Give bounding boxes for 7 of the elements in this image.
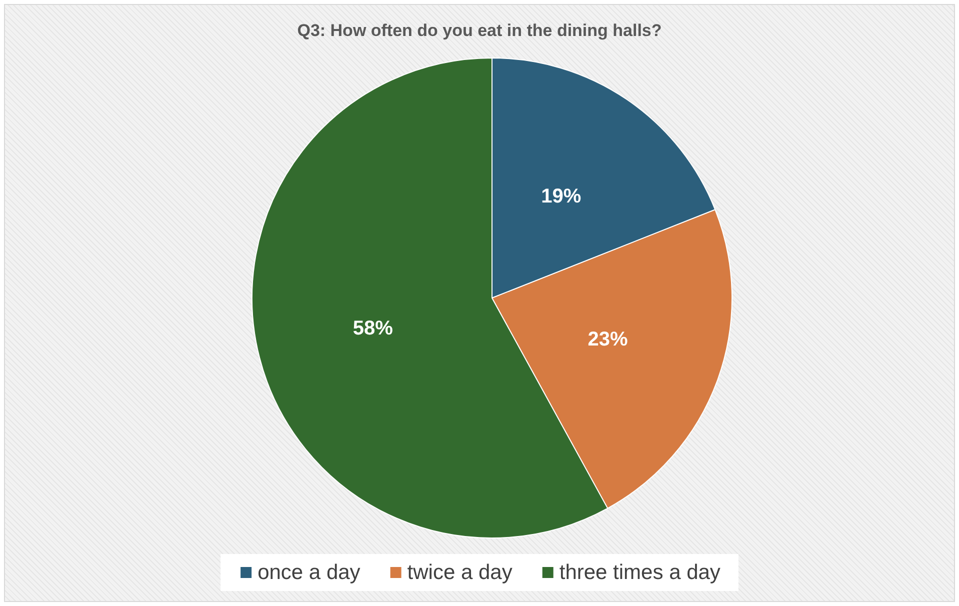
legend-label: three times a day — [559, 561, 721, 584]
data-label: 23% — [588, 328, 628, 351]
chart-title: Q3: How often do you eat in the dining halls? — [297, 21, 662, 40]
legend-label: twice a day — [407, 561, 513, 584]
data-label: 58% — [352, 318, 394, 340]
legend-label: once a day — [258, 561, 361, 584]
data-label: 19% — [541, 185, 582, 208]
